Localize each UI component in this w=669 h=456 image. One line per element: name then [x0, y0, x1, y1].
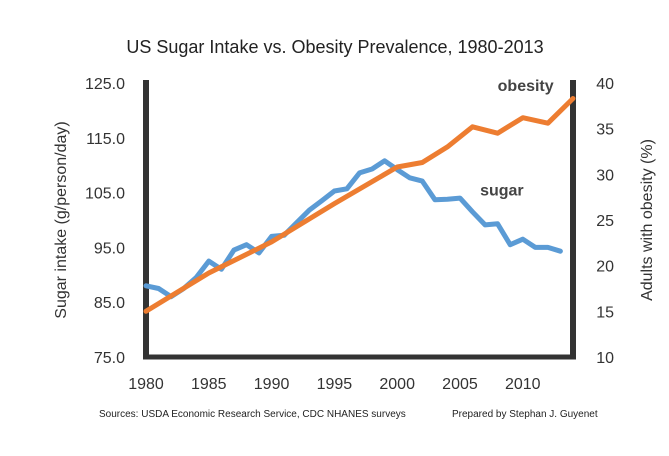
y-right-tick-label: 35 [596, 122, 614, 139]
series-line-sugar [143, 158, 563, 300]
labels: obesity sugar [480, 78, 554, 199]
y-right-tick-label: 20 [596, 259, 614, 276]
x-tick-label: 1980 [128, 376, 164, 393]
x-tick-label: 1995 [317, 376, 353, 393]
series-layer [143, 96, 576, 314]
x-tick-label: 1985 [191, 376, 227, 393]
y-left-tick-label: 115.0 [86, 131, 125, 148]
footer-sources: Sources: USDA Economic Research Service,… [99, 409, 406, 420]
y-right-tick-label: 30 [596, 167, 614, 184]
y-left-axis-title: Sugar intake (g/person/day) [53, 121, 70, 318]
y-right-tick-label: 40 [596, 76, 614, 93]
y-right-tick-label: 10 [596, 350, 614, 367]
y-right-tick-label: 25 [596, 213, 614, 230]
axes: 75.0 85.0 95.0 105.0 115.0 125.0 10 15 20 25 30 35 4… [53, 76, 656, 393]
x-tick-label: 2005 [442, 376, 478, 393]
footer-prepared-by: Prepared by Stephan J. Guyenet [452, 409, 598, 420]
x-tick-label: 2000 [379, 376, 415, 393]
y-left-tick-label: 125.0 [85, 76, 125, 93]
y-right-axis-title: Adults with obesity (%) [639, 139, 656, 301]
annotation-obesity: obesity [498, 78, 554, 95]
y-left-tick-label: 95.0 [94, 240, 125, 257]
y-left-tick-label: 75.0 [94, 350, 125, 367]
y-right-tick-label: 15 [596, 304, 614, 321]
y-left-tick-label: 85.0 [94, 295, 125, 312]
y-left-tick-label: 105.0 [85, 186, 125, 203]
x-tick-label: 2010 [505, 376, 541, 393]
x-tick-label: 1990 [254, 376, 290, 393]
series-line-obesity [143, 96, 576, 314]
annotation-sugar: sugar [480, 182, 524, 199]
chart-title: US Sugar Intake vs. Obesity Prevalence, … [126, 37, 543, 57]
